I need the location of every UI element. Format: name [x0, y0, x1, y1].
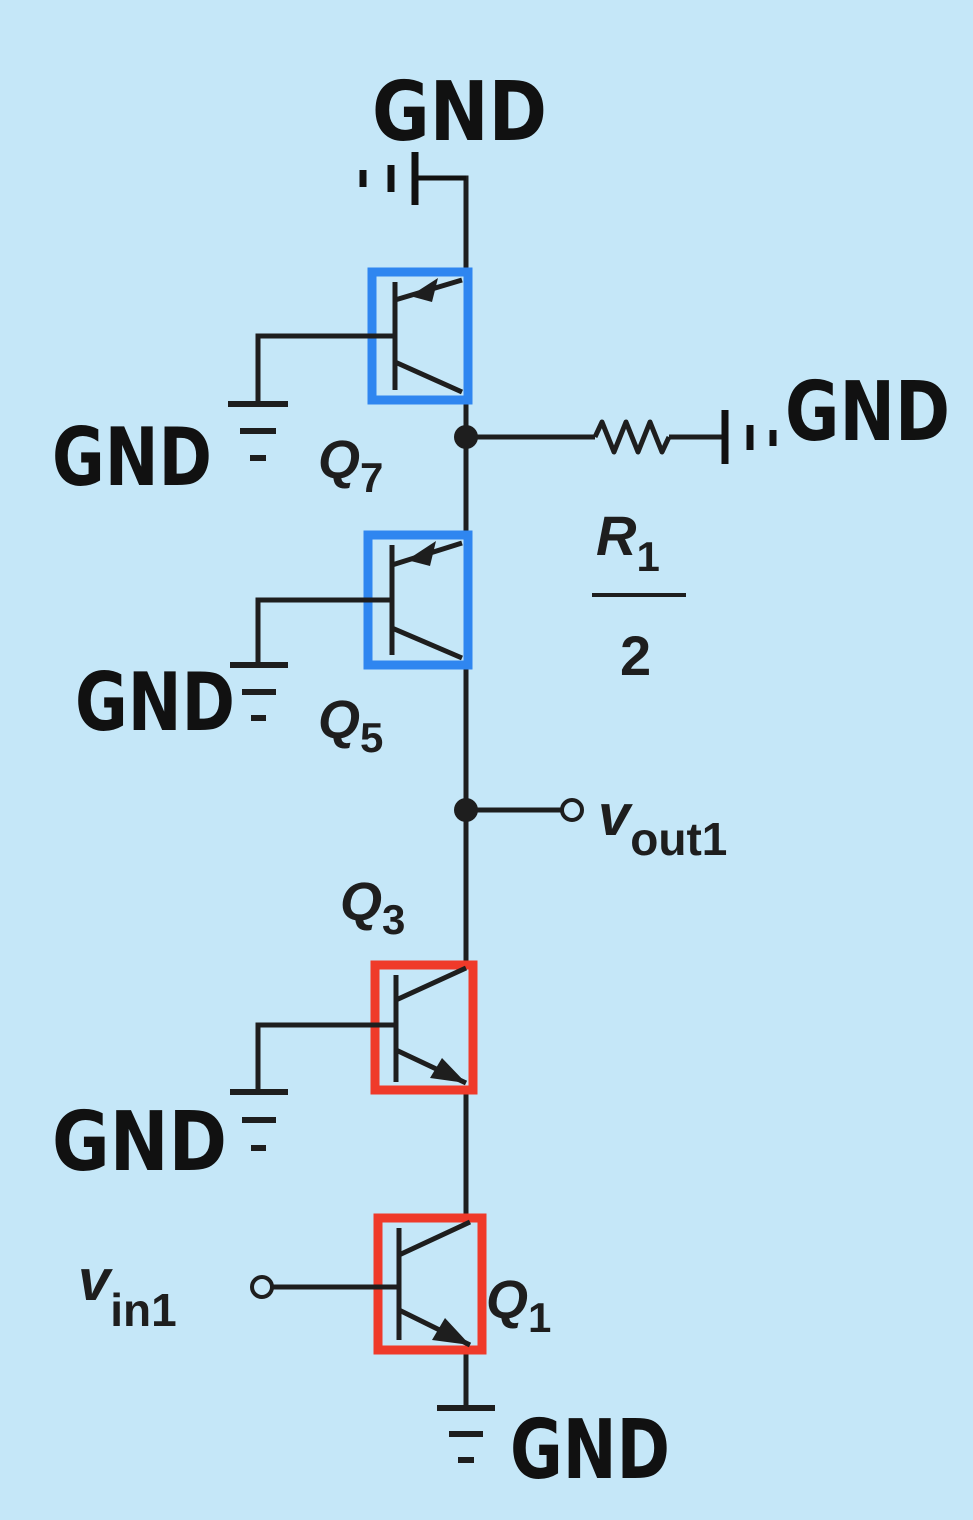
r1-denominator: 2 — [620, 624, 651, 687]
vin1-label: vin1 — [78, 1248, 177, 1336]
gnd-symbol-q3 — [230, 1089, 288, 1151]
gnd-label-q5: GND — [75, 656, 235, 749]
q5-emitter-arrow — [407, 541, 436, 566]
gnd-label-r1: GND — [785, 365, 950, 460]
gnd-label-top: GND — [372, 65, 547, 160]
top-gnd-symbol — [359, 152, 466, 205]
transistor-q1 — [272, 1213, 487, 1355]
q5-label: Q5 — [318, 690, 383, 761]
resistor-r1 — [466, 419, 722, 455]
q3-label: Q3 — [340, 872, 405, 943]
vout1-label: vout1 — [598, 783, 727, 865]
vout1-terminal — [560, 798, 584, 822]
q7-emitter-arrow — [410, 278, 438, 302]
gnd-symbol-bottom — [437, 1405, 495, 1463]
gnd-symbol-q5 — [230, 662, 288, 721]
r1-gnd-symbol — [721, 410, 777, 464]
transistor-q5 — [255, 530, 473, 670]
transistor-q3 — [255, 960, 478, 1095]
q3-emitter-arrow — [430, 1058, 466, 1083]
transistor-q7 — [255, 267, 473, 405]
q7-label: Q7 — [318, 430, 383, 501]
gnd-label-q3: GND — [52, 1095, 227, 1190]
q1-highlight — [373, 1213, 487, 1355]
q1-emitter-arrow — [432, 1318, 470, 1345]
r1-label: R1 — [596, 504, 660, 580]
vin1-terminal — [250, 1275, 274, 1299]
gnd-symbol-q7 — [228, 401, 288, 461]
q1-label: Q1 — [486, 1270, 551, 1341]
gnd-label-q7: GND — [52, 411, 212, 504]
gnd-label-bottom: GND — [510, 1403, 670, 1498]
